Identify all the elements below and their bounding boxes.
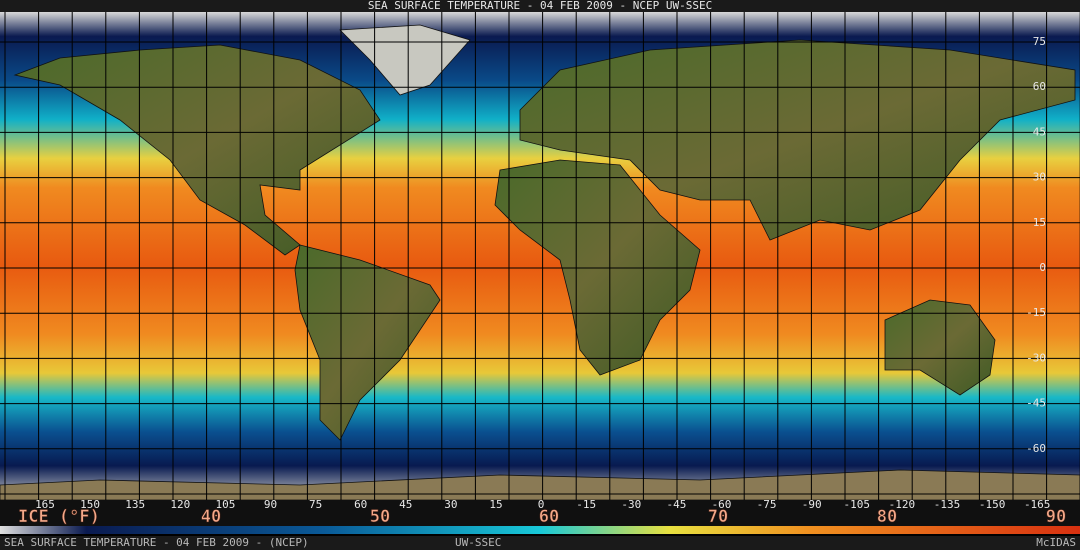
colorbar-label: 40 <box>201 507 221 527</box>
latitude-label: 15 <box>1033 216 1046 229</box>
longitude-label: -135 <box>934 498 961 511</box>
colorbar-label: 50 <box>370 507 390 527</box>
longitude-label: 90 <box>264 498 277 511</box>
longitude-label: -60 <box>712 498 732 511</box>
footer-left: SEA SURFACE TEMPERATURE - 04 FEB 2009 - … <box>4 536 309 549</box>
latitude-label: -15 <box>1026 306 1046 319</box>
longitude-label: -30 <box>621 498 641 511</box>
longitude-label: 15 <box>489 498 502 511</box>
south-america <box>294 244 441 441</box>
longitude-label: 135 <box>125 498 145 511</box>
colorbar-label: 90 <box>1046 507 1066 527</box>
longitude-label: 105 <box>215 498 235 511</box>
longitude-label: 150 <box>80 498 100 511</box>
longitude-label: -45 <box>666 498 686 511</box>
longitude-label: -120 <box>889 498 916 511</box>
longitude-label: -165 <box>1024 498 1051 511</box>
footer-bar <box>0 536 1080 550</box>
colorbar <box>0 526 1080 534</box>
longitude-label: 30 <box>444 498 457 511</box>
map-title: SEA SURFACE TEMPERATURE - 04 FEB 2009 - … <box>368 0 712 12</box>
latitude-label: 30 <box>1033 171 1046 184</box>
longitude-label: -150 <box>979 498 1006 511</box>
latitude-label: -60 <box>1026 442 1046 455</box>
longitude-label: 45 <box>399 498 412 511</box>
colorbar-label: 70 <box>708 507 728 527</box>
latitude-label: 60 <box>1033 80 1046 93</box>
footer-center: UW-SSEC <box>455 536 501 549</box>
latitude-label: 45 <box>1033 125 1046 138</box>
latitude-label: 75 <box>1033 35 1046 48</box>
longitude-label: -15 <box>576 498 596 511</box>
colorbar-unit: ICE (°F) <box>18 507 100 527</box>
longitude-label: 0 <box>538 498 545 511</box>
footer-right: McIDAS <box>1036 536 1076 549</box>
colorbar-label: 60 <box>539 507 559 527</box>
longitude-label: 75 <box>309 498 322 511</box>
longitude-label: -75 <box>757 498 777 511</box>
latitude-label: 0 <box>1039 261 1046 274</box>
graticule <box>0 0 1080 500</box>
longitude-label: -105 <box>844 498 871 511</box>
longitude-label: 120 <box>170 498 190 511</box>
longitude-label: -90 <box>802 498 822 511</box>
title-bar <box>0 0 1080 12</box>
colorbar-label: 80 <box>877 507 897 527</box>
antarctica <box>0 469 1080 501</box>
latitude-label: -45 <box>1026 397 1046 410</box>
longitude-label: 165 <box>35 498 55 511</box>
longitude-label: 60 <box>354 498 367 511</box>
latitude-label: -30 <box>1026 351 1046 364</box>
